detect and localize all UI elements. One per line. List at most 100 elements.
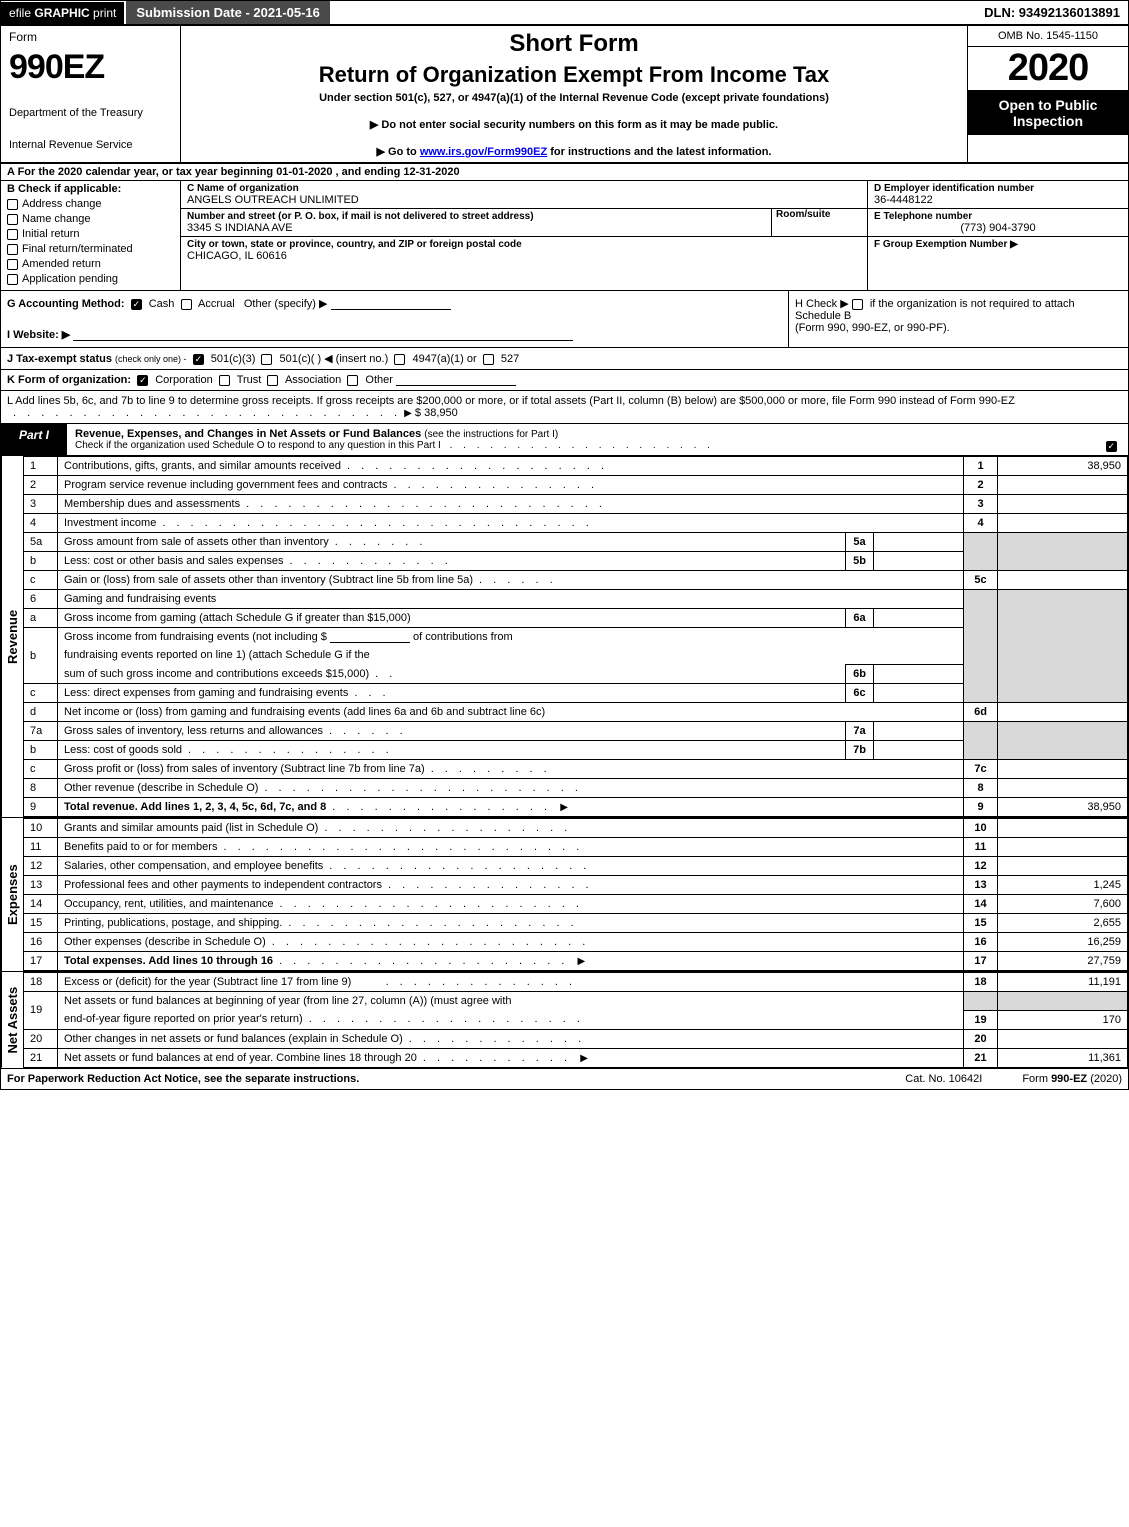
form-title: Return of Organization Exempt From Incom… bbox=[191, 62, 957, 88]
line-amt bbox=[998, 819, 1128, 838]
line-amt: 27,759 bbox=[998, 952, 1128, 971]
line-desc: Less: cost of goods sold. . . . . . . . … bbox=[58, 741, 846, 760]
dots: . . . . . . bbox=[329, 725, 407, 737]
line-no: 10 bbox=[24, 819, 58, 838]
line-5b: b Less: cost or other basis and sales ex… bbox=[24, 552, 1128, 571]
line-no: 3 bbox=[24, 495, 58, 514]
part-i-title: Revenue, Expenses, and Changes in Net As… bbox=[75, 428, 421, 440]
chk-initial-return[interactable]: Initial return bbox=[7, 228, 174, 240]
line-amt bbox=[998, 1029, 1128, 1048]
chk-trust[interactable] bbox=[219, 375, 230, 386]
k-o4: Other bbox=[365, 374, 393, 386]
chk-name-change[interactable]: Name change bbox=[7, 213, 174, 225]
k-o2: Trust bbox=[237, 374, 262, 386]
line-no: a bbox=[24, 609, 58, 628]
line-num: 2 bbox=[964, 476, 998, 495]
chk-schedule-b[interactable] bbox=[852, 299, 863, 310]
submission-date: Submission Date - 2021-05-16 bbox=[126, 1, 330, 24]
dots: . . . . . . . . . . . . . . . . . . . . … bbox=[264, 782, 582, 794]
desc-text: Other expenses (describe in Schedule O) bbox=[64, 936, 266, 948]
line-17: 17 Total expenses. Add lines 10 through … bbox=[24, 952, 1128, 971]
phone-label: E Telephone number bbox=[874, 211, 1122, 222]
chk-accrual[interactable] bbox=[181, 299, 192, 310]
chk-corporation[interactable] bbox=[137, 375, 148, 386]
netassets-vlabel: Net Assets bbox=[1, 972, 23, 1068]
desc-text: Other revenue (describe in Schedule O) bbox=[64, 782, 258, 794]
chk-association[interactable] bbox=[267, 375, 278, 386]
box-b: B Check if applicable: Address change Na… bbox=[1, 181, 181, 290]
j-o2: 501(c)( ) ◀ (insert no.) bbox=[280, 353, 389, 365]
chk-application-pending[interactable]: Application pending bbox=[7, 273, 174, 285]
line-6b-3: sum of such gross income and contributio… bbox=[24, 665, 1128, 684]
efile-graphic-print[interactable]: efile GRAPHIC print bbox=[1, 2, 124, 24]
chk-address-change[interactable]: Address change bbox=[7, 198, 174, 210]
shade-cell bbox=[998, 590, 1128, 703]
line-no: 16 bbox=[24, 933, 58, 952]
line-num: 14 bbox=[964, 895, 998, 914]
revenue-section: Revenue 1 Contributions, gifts, grants, … bbox=[1, 456, 1128, 817]
row-ghi: G Accounting Method: Cash Accrual Other … bbox=[1, 291, 1128, 348]
phone-value: (773) 904-3790 bbox=[874, 222, 1122, 234]
irs-link[interactable]: www.irs.gov/Form990EZ bbox=[420, 146, 547, 158]
line-no: 15 bbox=[24, 914, 58, 933]
chk-label: Amended return bbox=[22, 258, 101, 270]
sub-no: 5a bbox=[846, 533, 874, 552]
page-footer: For Paperwork Reduction Act Notice, see … bbox=[1, 1068, 1128, 1089]
line-amt: 2,655 bbox=[998, 914, 1128, 933]
chk-cash[interactable] bbox=[131, 299, 142, 310]
arrow-icon: ▶ bbox=[560, 802, 568, 813]
line-16: 16 Other expenses (describe in Schedule … bbox=[24, 933, 1128, 952]
line-num: 16 bbox=[964, 933, 998, 952]
netassets-table: 18 Excess or (deficit) for the year (Sub… bbox=[23, 972, 1128, 1068]
desc-text: Gross amount from sale of assets other t… bbox=[64, 536, 329, 548]
other-specify-field[interactable] bbox=[331, 298, 451, 310]
checkbox-icon bbox=[7, 214, 18, 225]
desc-text: Membership dues and assessments bbox=[64, 498, 240, 510]
l-value: $ 38,950 bbox=[415, 407, 458, 419]
expenses-section: Expenses 10 Grants and similar amounts p… bbox=[1, 817, 1128, 971]
other-org-field[interactable] bbox=[396, 374, 516, 386]
dots: . . . . . . . . . . . . . bbox=[409, 1033, 585, 1045]
line-no: 2 bbox=[24, 476, 58, 495]
line-no: 9 bbox=[24, 798, 58, 817]
line-6a: a Gross income from gaming (attach Sched… bbox=[24, 609, 1128, 628]
website-row: I Website: ▶ bbox=[7, 328, 782, 341]
part-i-sub: (see the instructions for Part I) bbox=[424, 429, 558, 440]
line-13: 13 Professional fees and other payments … bbox=[24, 876, 1128, 895]
sub-no: 6a bbox=[846, 609, 874, 628]
phone-cell: E Telephone number (773) 904-3790 bbox=[868, 209, 1128, 237]
line-amt: 38,950 bbox=[998, 798, 1128, 817]
dots: . . . . . . . . . . . . . . . . . . . . … bbox=[279, 955, 568, 967]
chk-527[interactable] bbox=[483, 354, 494, 365]
line-6c: c Less: direct expenses from gaming and … bbox=[24, 684, 1128, 703]
dots: . . . . . . . . . . . . . . . . . . . . bbox=[309, 1013, 584, 1025]
chk-501c[interactable] bbox=[261, 354, 272, 365]
dots: . . . . . . . . . . . . . . . . . . . . … bbox=[246, 498, 606, 510]
j-o3: 4947(a)(1) or bbox=[412, 353, 476, 365]
checkbox-icon bbox=[7, 199, 18, 210]
chk-schedule-o[interactable] bbox=[1106, 441, 1117, 452]
j-o1: 501(c)(3) bbox=[211, 353, 256, 365]
dots: . . . . . . . . . . . bbox=[423, 1052, 571, 1064]
sub-amt bbox=[874, 684, 964, 703]
row-h: H Check ▶ if the organization is not req… bbox=[788, 291, 1128, 347]
line-amt bbox=[998, 857, 1128, 876]
line-amt bbox=[998, 703, 1128, 722]
chk-amended-return[interactable]: Amended return bbox=[7, 258, 174, 270]
dln-number: DLN: 93492136013891 bbox=[976, 1, 1128, 24]
line-amt bbox=[998, 495, 1128, 514]
dots: . . . . . . . . . . . . . . . . . . . bbox=[329, 860, 590, 872]
line-19-2: end-of-year figure reported on prior yea… bbox=[24, 1010, 1128, 1029]
dept-irs: Internal Revenue Service bbox=[9, 139, 172, 151]
website-field[interactable] bbox=[73, 329, 573, 341]
contrib-amount-field[interactable] bbox=[330, 631, 410, 643]
arrow-icon: ▶ bbox=[578, 956, 586, 967]
shade-cell bbox=[998, 722, 1128, 760]
chk-other-org[interactable] bbox=[347, 375, 358, 386]
chk-final-return[interactable]: Final return/terminated bbox=[7, 243, 174, 255]
sub-amt bbox=[874, 665, 964, 684]
chk-501c3[interactable] bbox=[193, 354, 204, 365]
header-center: Short Form Return of Organization Exempt… bbox=[181, 26, 968, 162]
form-header: Form 990EZ Department of the Treasury In… bbox=[1, 26, 1128, 164]
chk-4947[interactable] bbox=[394, 354, 405, 365]
